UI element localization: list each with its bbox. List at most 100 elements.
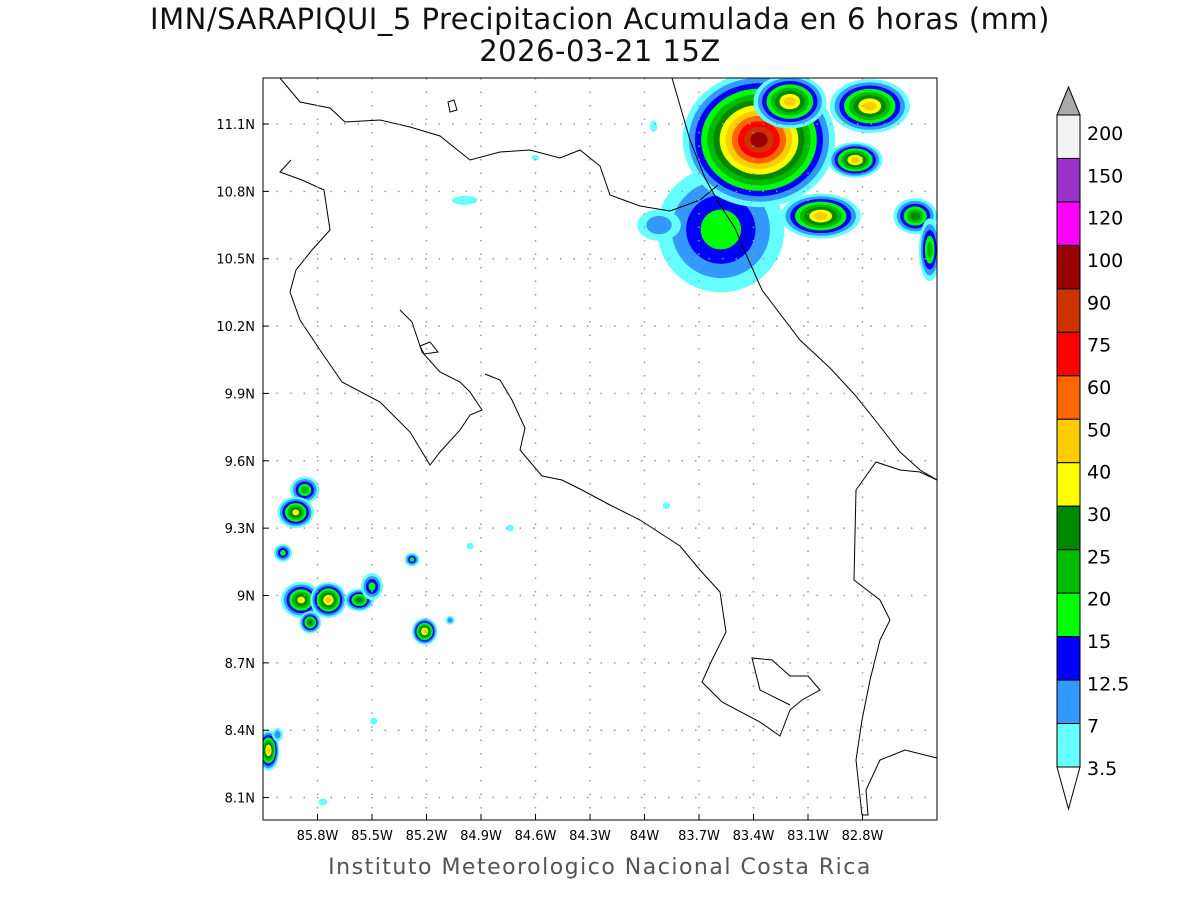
lat-tick-label: 10.5N <box>216 253 255 268</box>
precip-contour-40mm <box>863 101 877 111</box>
nicaragua-border-line <box>279 78 719 212</box>
colorbar-swatch <box>1056 244 1081 290</box>
lon-tick-label: 82.8W <box>842 829 884 844</box>
colorbar-swatch <box>1056 636 1081 681</box>
precip-contour-20mm <box>926 241 933 258</box>
colorbar-label: 40 <box>1087 462 1111 484</box>
lat-tick-label: 8.1N <box>225 792 255 807</box>
lon-tick-label: 84.3W <box>569 829 611 844</box>
precip-contour-3.5mm <box>506 524 514 532</box>
lat-tick-label: 9.9N <box>225 387 255 402</box>
colorbar-label: 25 <box>1087 546 1111 568</box>
lake-outline <box>419 341 439 355</box>
colorbar-label: 20 <box>1087 589 1111 611</box>
precip-contour-40mm <box>783 97 796 107</box>
colorbar-label: 7 <box>1087 716 1099 738</box>
precip-contour-7mm <box>274 730 281 739</box>
colorbar-swatch <box>1056 375 1081 420</box>
colorbar-label: 60 <box>1087 377 1111 399</box>
colorbar-label: 3.5 <box>1087 758 1117 780</box>
precip-contour-15mm <box>409 557 415 562</box>
colorbar-swatch <box>1056 723 1081 768</box>
lon-tick-label: 84W <box>630 829 660 844</box>
precip-contour-15mm <box>700 209 742 250</box>
colorbar-label: 15 <box>1087 631 1111 653</box>
colorbar-under-triangle <box>1056 766 1081 811</box>
colorbar-swatch <box>1056 592 1081 638</box>
lat-tick-label: 8.4N <box>225 724 255 739</box>
lon-tick-label: 84.6W <box>515 829 557 844</box>
pacific-coast-south <box>484 373 821 737</box>
precip-contour-40mm <box>422 629 427 634</box>
colorbar-swatch <box>1056 157 1081 203</box>
precip-contour-40mm <box>814 212 828 220</box>
precip-contour-40mm <box>266 747 271 754</box>
lon-tick-label: 85.2W <box>406 829 448 844</box>
lat-tick-label: 10.2N <box>216 320 255 335</box>
precip-contour-3.5mm <box>318 798 328 806</box>
lon-tick-label: 85.8W <box>297 829 339 844</box>
precip-contour-15mm <box>280 549 286 556</box>
lat-tick-label: 8.7N <box>225 657 255 672</box>
axis-ticks: 85.8W 85.5W 85.2W 84.9W 84.6W 84.3W 84W 83.7W 83… <box>216 118 883 844</box>
colorbar-over-triangle <box>1056 85 1081 116</box>
precip-contour-25mm <box>910 212 920 221</box>
colorbar-label: 50 <box>1087 419 1111 441</box>
colorbar-swatch <box>1056 462 1081 507</box>
lat-tick-label: 9.3N <box>225 522 255 537</box>
map-frame <box>262 77 938 821</box>
colorbar-swatch <box>1056 288 1081 333</box>
colorbar-label: 90 <box>1087 292 1111 314</box>
panama-border-and-coast <box>853 461 937 816</box>
lon-tick-label: 84.9W <box>460 829 502 844</box>
precip-contour-3.5mm <box>662 502 670 510</box>
map-subtitle: 2026-03-21 15Z <box>479 34 721 68</box>
colorbar-swatch <box>1056 418 1081 464</box>
lon-tick-label: 85.5W <box>351 829 393 844</box>
precip-contour-3.5mm <box>649 120 658 132</box>
grid-lines <box>263 78 937 820</box>
colorbar-swatch <box>1056 331 1081 377</box>
colorbar-label: 12.5 <box>1087 673 1129 695</box>
precip-contour-90mm <box>750 132 768 148</box>
colorbar-swatch <box>1056 679 1081 725</box>
precip-contour-3.5mm <box>370 717 378 725</box>
map-title: IMN/SARAPIQUI_5 Precipitacion Acumulada … <box>150 2 1050 36</box>
precip-contour-25mm <box>356 597 363 603</box>
precip-contour-20mm <box>301 486 309 494</box>
lat-tick-label: 9.6N <box>225 455 255 470</box>
precip-contour-30mm <box>297 596 305 604</box>
coastlines <box>279 78 937 816</box>
lat-tick-label: 9N <box>237 589 255 604</box>
precip-contour-25mm <box>307 619 313 625</box>
precip-contour-7mm <box>447 617 453 623</box>
colorbar-label: 30 <box>1087 504 1111 526</box>
colorbar-label: 150 <box>1087 165 1123 187</box>
precip-contour-3.5mm <box>451 195 478 205</box>
precip-contour-30mm <box>292 509 300 516</box>
precip-contour-3.5mm <box>531 155 540 161</box>
lat-tick-label: 11.1N <box>216 118 255 133</box>
colorbar-label: 75 <box>1087 335 1111 357</box>
colorbar-swatch <box>1056 549 1081 594</box>
precip-contour-40mm <box>325 596 332 603</box>
precip-contour-3.5mm <box>466 542 474 550</box>
colorbar-label: 120 <box>1087 208 1123 230</box>
colorbar-label: 200 <box>1087 123 1123 145</box>
precip-contour-40mm <box>850 156 860 163</box>
colorbar-swatch <box>1056 505 1081 551</box>
precip-contour-7mm <box>646 215 672 235</box>
colorbar-swatch <box>1056 114 1081 159</box>
lon-tick-label: 83.4W <box>733 829 775 844</box>
colorbar-label: 100 <box>1087 250 1123 272</box>
lon-tick-label: 83.7W <box>678 829 720 844</box>
precip-contour-15mm <box>368 582 376 591</box>
colorbar: 200 150 120 100 90 75 60 50 40 30 25 20 15 12.5 7 3.5 <box>1056 85 1129 811</box>
caribbean-coast <box>671 78 937 481</box>
island-outline <box>447 99 458 113</box>
precipitation-field <box>263 78 937 806</box>
lon-tick-label: 83.1W <box>787 829 829 844</box>
pacific-coast-north <box>279 159 483 466</box>
lat-tick-label: 10.8N <box>216 185 255 200</box>
